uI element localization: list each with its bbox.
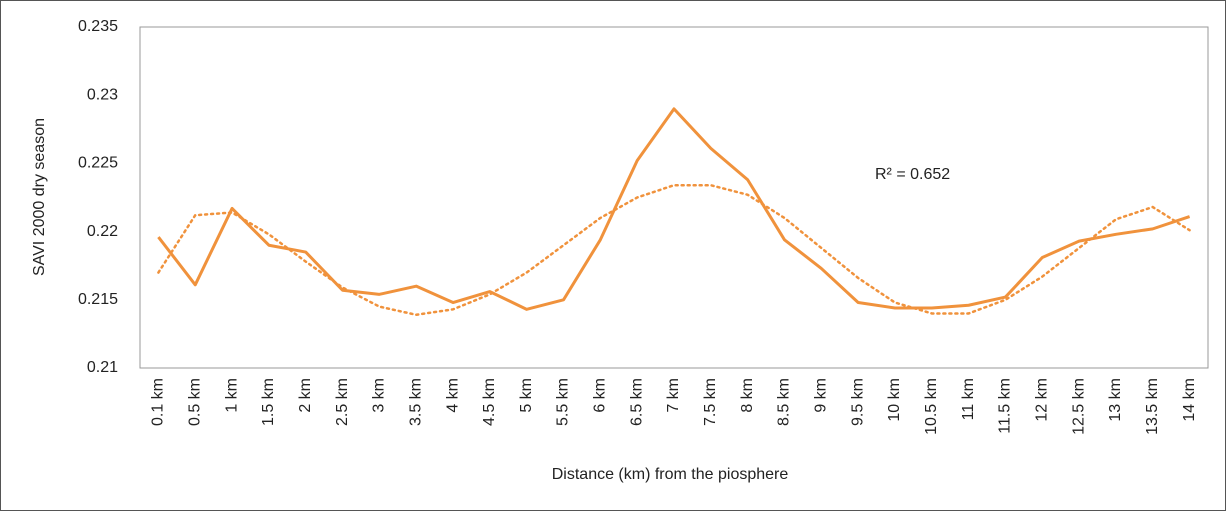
x-tick-label: 12 km — [1033, 378, 1050, 422]
x-tick-label: 8 km — [739, 378, 756, 413]
x-tick-label: 5 km — [518, 378, 535, 413]
x-tick-label: 7.5 km — [702, 378, 719, 426]
x-tick-label: 10.5 km — [923, 378, 940, 435]
plot-area — [139, 26, 1209, 369]
x-tick-label: 2.5 km — [334, 378, 351, 426]
x-tick-label: 4.5 km — [481, 378, 498, 426]
x-tick-label: 2 km — [297, 378, 314, 413]
x-tick-label: 3 km — [371, 378, 388, 413]
x-tick-label: 1.5 km — [260, 378, 277, 426]
y-tick-label: 0.22 — [87, 223, 118, 240]
x-tick-label: 12.5 km — [1070, 378, 1087, 435]
y-tick-label: 0.23 — [87, 86, 118, 103]
y-tick-label: 0.215 — [78, 291, 118, 308]
x-tick-label: 7 km — [665, 378, 682, 413]
x-tick-label: 6 km — [592, 378, 609, 413]
x-tick-label: 6.5 km — [628, 378, 645, 426]
x-tick-label: 4 km — [444, 378, 461, 413]
x-tick-label: 3.5 km — [407, 378, 424, 426]
x-tick-label: 10 km — [886, 378, 903, 422]
y-tick-label: 0.225 — [78, 155, 118, 172]
x-tick-label: 9.5 km — [849, 378, 866, 426]
x-tick-label: 1 km — [223, 378, 240, 413]
x-tick-label: 0.1 km — [150, 378, 167, 426]
annotation: R² = 0.652 — [875, 166, 950, 183]
x-tick-label: 13.5 km — [1144, 378, 1161, 435]
data-line — [157, 107, 1191, 311]
y-tick-label: 0.21 — [87, 359, 118, 376]
y-tick-label: 0.235 — [78, 18, 118, 35]
x-tick-label: 0.5 km — [186, 378, 203, 426]
x-axis-title: Distance (km) from the piosphere — [552, 466, 789, 483]
x-tick-label: 9 km — [813, 378, 830, 413]
x-tick-label: 11 km — [960, 378, 977, 420]
x-tick-label: 8.5 km — [776, 378, 793, 426]
x-tick-label: 14 km — [1181, 378, 1198, 422]
x-tick-label: 13 km — [1107, 378, 1124, 422]
y-axis-title: SAVI 2000 dry season — [31, 118, 48, 276]
x-tick-label: 5.5 km — [555, 378, 572, 426]
x-tick-label: 11.5 km — [997, 378, 1014, 434]
